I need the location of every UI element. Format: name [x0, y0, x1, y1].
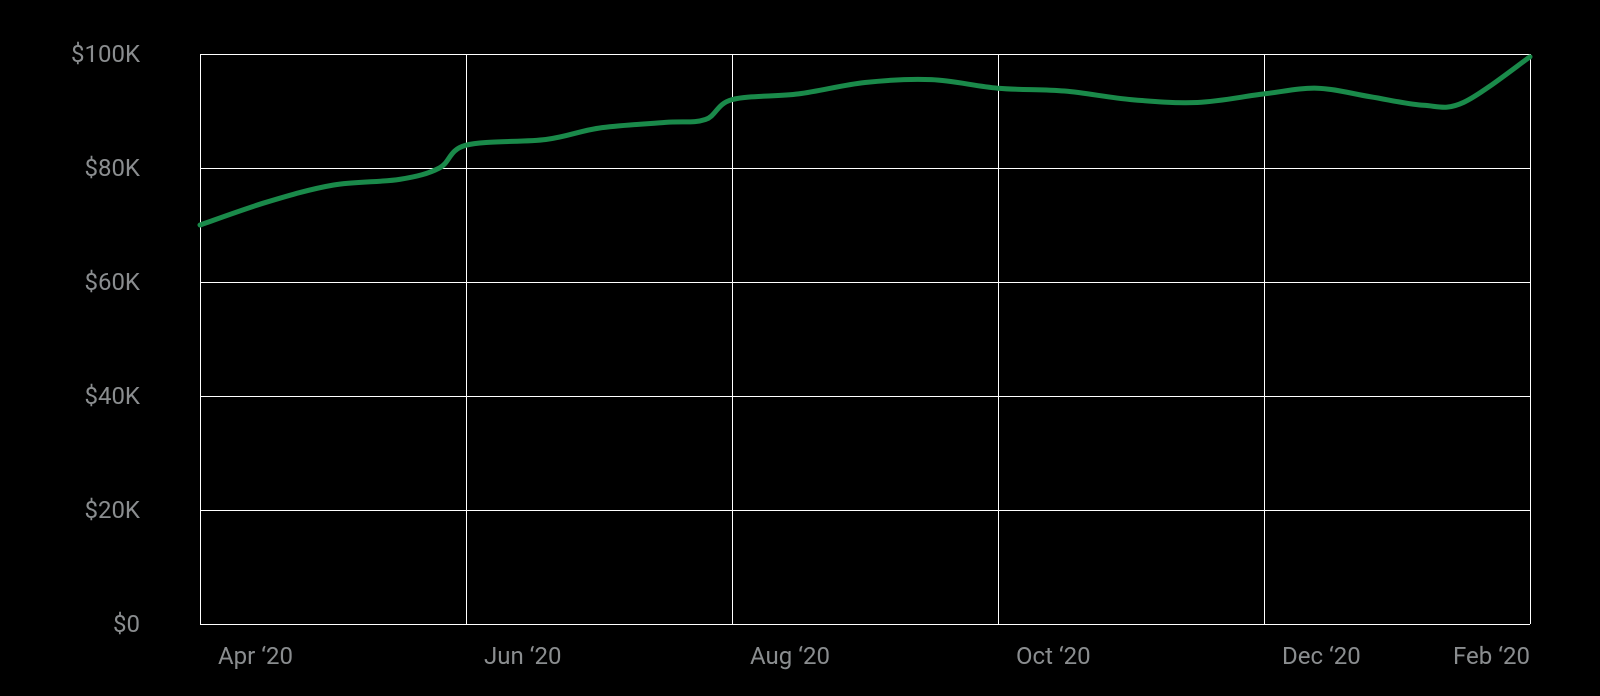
x-axis-tick-label: Feb ‘20 [1453, 642, 1530, 670]
gridline-vertical [1530, 54, 1531, 624]
gridline-horizontal [200, 624, 1530, 625]
x-axis-tick-label: Aug ‘20 [750, 642, 830, 670]
y-axis-tick-label: $20K [0, 496, 140, 524]
series-line-value [200, 57, 1530, 225]
y-axis-tick-label: $80K [0, 154, 140, 182]
x-axis-tick-label: Apr ‘20 [218, 642, 293, 670]
chart-svg [200, 54, 1530, 624]
plot-area [200, 54, 1530, 624]
y-axis-tick-label: $40K [0, 382, 140, 410]
line-chart: $0 $20K $40K $60K $80K $100K Apr ‘20 Jun ‘20 Aug… [0, 0, 1600, 696]
y-axis-tick-label: $0 [0, 610, 140, 638]
y-axis-tick-label: $60K [0, 268, 140, 296]
x-axis-tick-label: Jun ‘20 [484, 642, 561, 670]
x-axis-tick-label: Oct ‘20 [1016, 642, 1091, 670]
y-axis-tick-label: $100K [0, 40, 140, 68]
x-axis-tick-label: Dec ‘20 [1282, 642, 1361, 670]
